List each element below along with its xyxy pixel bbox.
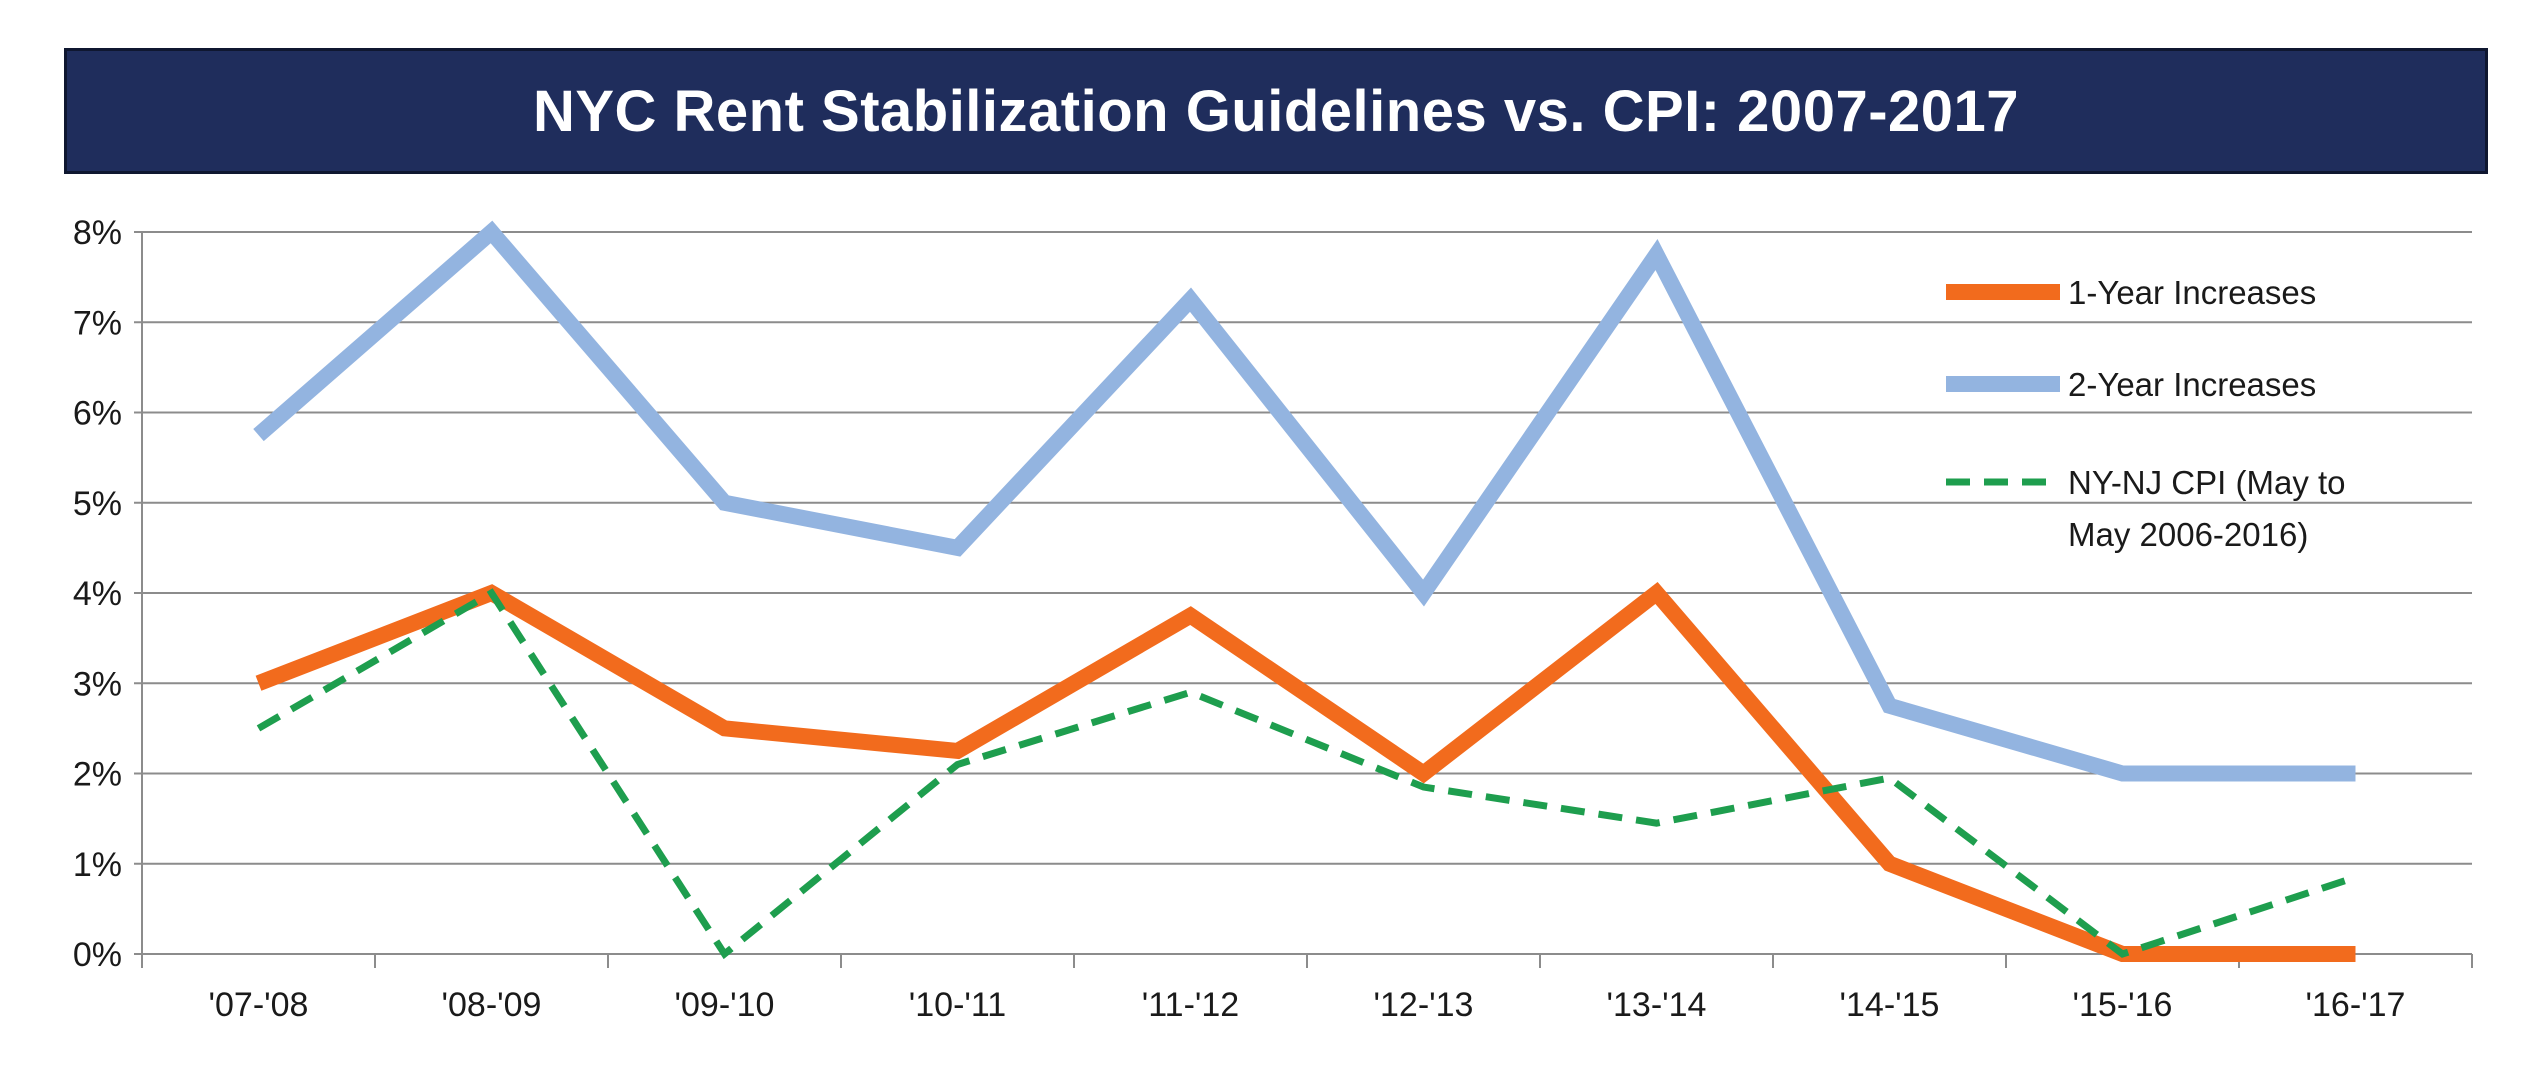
chart-title: NYC Rent Stabilization Guidelines vs. CP… <box>532 78 2020 144</box>
x-tick-label: '09-'10 <box>675 986 775 1024</box>
y-tick-label: 5% <box>73 485 122 523</box>
legend: 1-Year Increases 2-Year Increases NY-NJ CP… <box>1946 274 2346 553</box>
grid-lines <box>142 231 2472 865</box>
x-tick-label: '14-'15 <box>1840 986 1940 1024</box>
x-tick-label: '12-'13 <box>1374 986 1474 1024</box>
x-tick-label: '16-'17 <box>2306 986 2406 1024</box>
x-tick-label: '13-'14 <box>1607 986 1707 1024</box>
x-tick-label: '08-'09 <box>442 986 542 1024</box>
y-tick-labels: 0% 1% 2% 3% 4% 5% 6% 7% 8% <box>73 214 122 974</box>
series-lines <box>253 220 2357 962</box>
x-tick-label: '15-'16 <box>2073 986 2173 1024</box>
legend-label-2: 2-Year Increases <box>2068 366 2316 403</box>
y-tick-label: 7% <box>73 304 122 342</box>
x-tick-label: '07-'08 <box>209 986 309 1024</box>
legend-label-1: 1-Year Increases <box>2068 274 2316 311</box>
x-tick-label: '11-'12 <box>1142 986 1239 1024</box>
x-tick-labels: '07-'08 '08-'09 '09-'10 '10-'11 '11-'12 '12-'… <box>209 986 2406 1024</box>
legend-label-3: NY-NJ CPI (May to <box>2068 464 2346 501</box>
series-line-1 <box>255 582 2356 962</box>
y-tick-label: 8% <box>73 214 122 252</box>
x-tick-label: '10-'11 <box>909 986 1006 1024</box>
y-tick-label: 3% <box>73 665 122 703</box>
y-tick-label: 1% <box>73 846 122 884</box>
series-line-3 <box>256 588 2357 960</box>
y-tick-label: 6% <box>73 395 122 433</box>
axes <box>134 231 2473 968</box>
chart-title-banner: NYC Rent Stabilization Guidelines vs. CP… <box>64 48 2488 174</box>
series-line-2 <box>253 220 2356 782</box>
legend-label-3: May 2006-2016) <box>2068 516 2308 553</box>
y-tick-label: 2% <box>73 756 122 794</box>
y-tick-label: 0% <box>73 936 122 974</box>
y-tick-label: 4% <box>73 575 122 613</box>
